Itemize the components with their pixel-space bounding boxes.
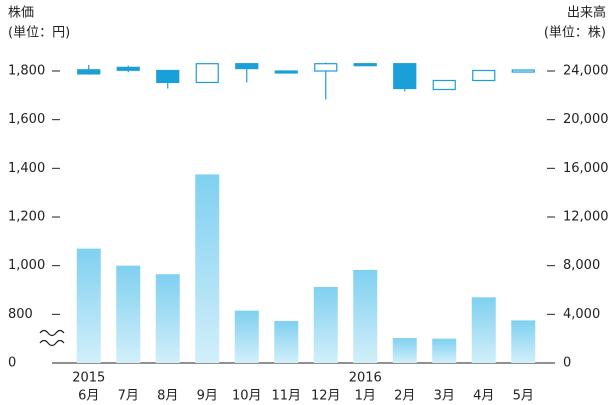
x-tick-label: 2月 (394, 389, 415, 404)
volume-bar (471, 297, 496, 363)
volume-bar (234, 310, 259, 363)
x-tick-label: 1月 (355, 389, 376, 404)
y2-tick-label: 16,000 (563, 161, 609, 176)
volume-bar (116, 265, 141, 363)
volume-bar (432, 338, 457, 363)
volume-bar (76, 248, 101, 363)
x-group-label: 2015 (72, 371, 105, 386)
x-tick-label: 8月 (157, 389, 178, 404)
volume-bar (392, 338, 417, 363)
y2-tick-label: 12,000 (563, 210, 609, 225)
y-tick-label: 1,800 (8, 64, 45, 79)
y2-tick-label: 0 (563, 356, 571, 371)
volume-bar (195, 174, 220, 363)
y2-tick-label: 24,000 (563, 64, 609, 79)
y2-tick-label: 8,000 (563, 258, 600, 273)
y-label: (単位：円) (8, 25, 70, 41)
y2-label: 出来高 (567, 5, 606, 21)
y-tick-label: 1,400 (8, 161, 45, 176)
y2-tick-label: 20,000 (563, 112, 609, 127)
candle-body (353, 63, 377, 67)
candle-body (393, 63, 417, 90)
candle-body (472, 69, 496, 82)
x-group-label: 2016 (349, 371, 382, 386)
volume-bar (155, 274, 180, 363)
x-tick-label: 7月 (118, 389, 139, 404)
x-tick-label: 5月 (513, 389, 534, 404)
y-tick-label: 1,600 (8, 112, 45, 127)
candle-body (314, 63, 338, 72)
y-tick-label: 0 (8, 356, 16, 371)
candle-body (156, 69, 180, 84)
x-tick-label: 9月 (197, 389, 218, 404)
y-tick-label: 800 (8, 307, 33, 322)
x-tick-label: 10月 (232, 389, 262, 404)
candle-body (77, 69, 101, 75)
x-tick-label: 4月 (473, 389, 494, 404)
candle-body (432, 79, 456, 91)
volume-bar (353, 269, 378, 363)
volume-bar (313, 286, 338, 363)
y-tick-label: 1,000 (8, 258, 45, 273)
candle-body (195, 63, 219, 84)
candle-body (511, 69, 535, 73)
y-label: 株価 (8, 6, 34, 21)
y2-tick-label: 4,000 (563, 307, 600, 322)
x-tick-label: 6月 (78, 389, 99, 404)
candle-body (116, 66, 140, 71)
x-tick-label: 3月 (434, 389, 455, 404)
candle-body (274, 70, 298, 74)
y2-label: (単位：株) (544, 25, 606, 41)
x-tick-label: 11月 (271, 389, 301, 404)
axis-break (39, 329, 65, 347)
y-tick-label: 1,200 (8, 210, 45, 225)
volume-bar (274, 321, 299, 363)
x-tick-label: 12月 (311, 389, 341, 404)
volume-bar (511, 320, 536, 363)
candle-body (235, 63, 259, 70)
